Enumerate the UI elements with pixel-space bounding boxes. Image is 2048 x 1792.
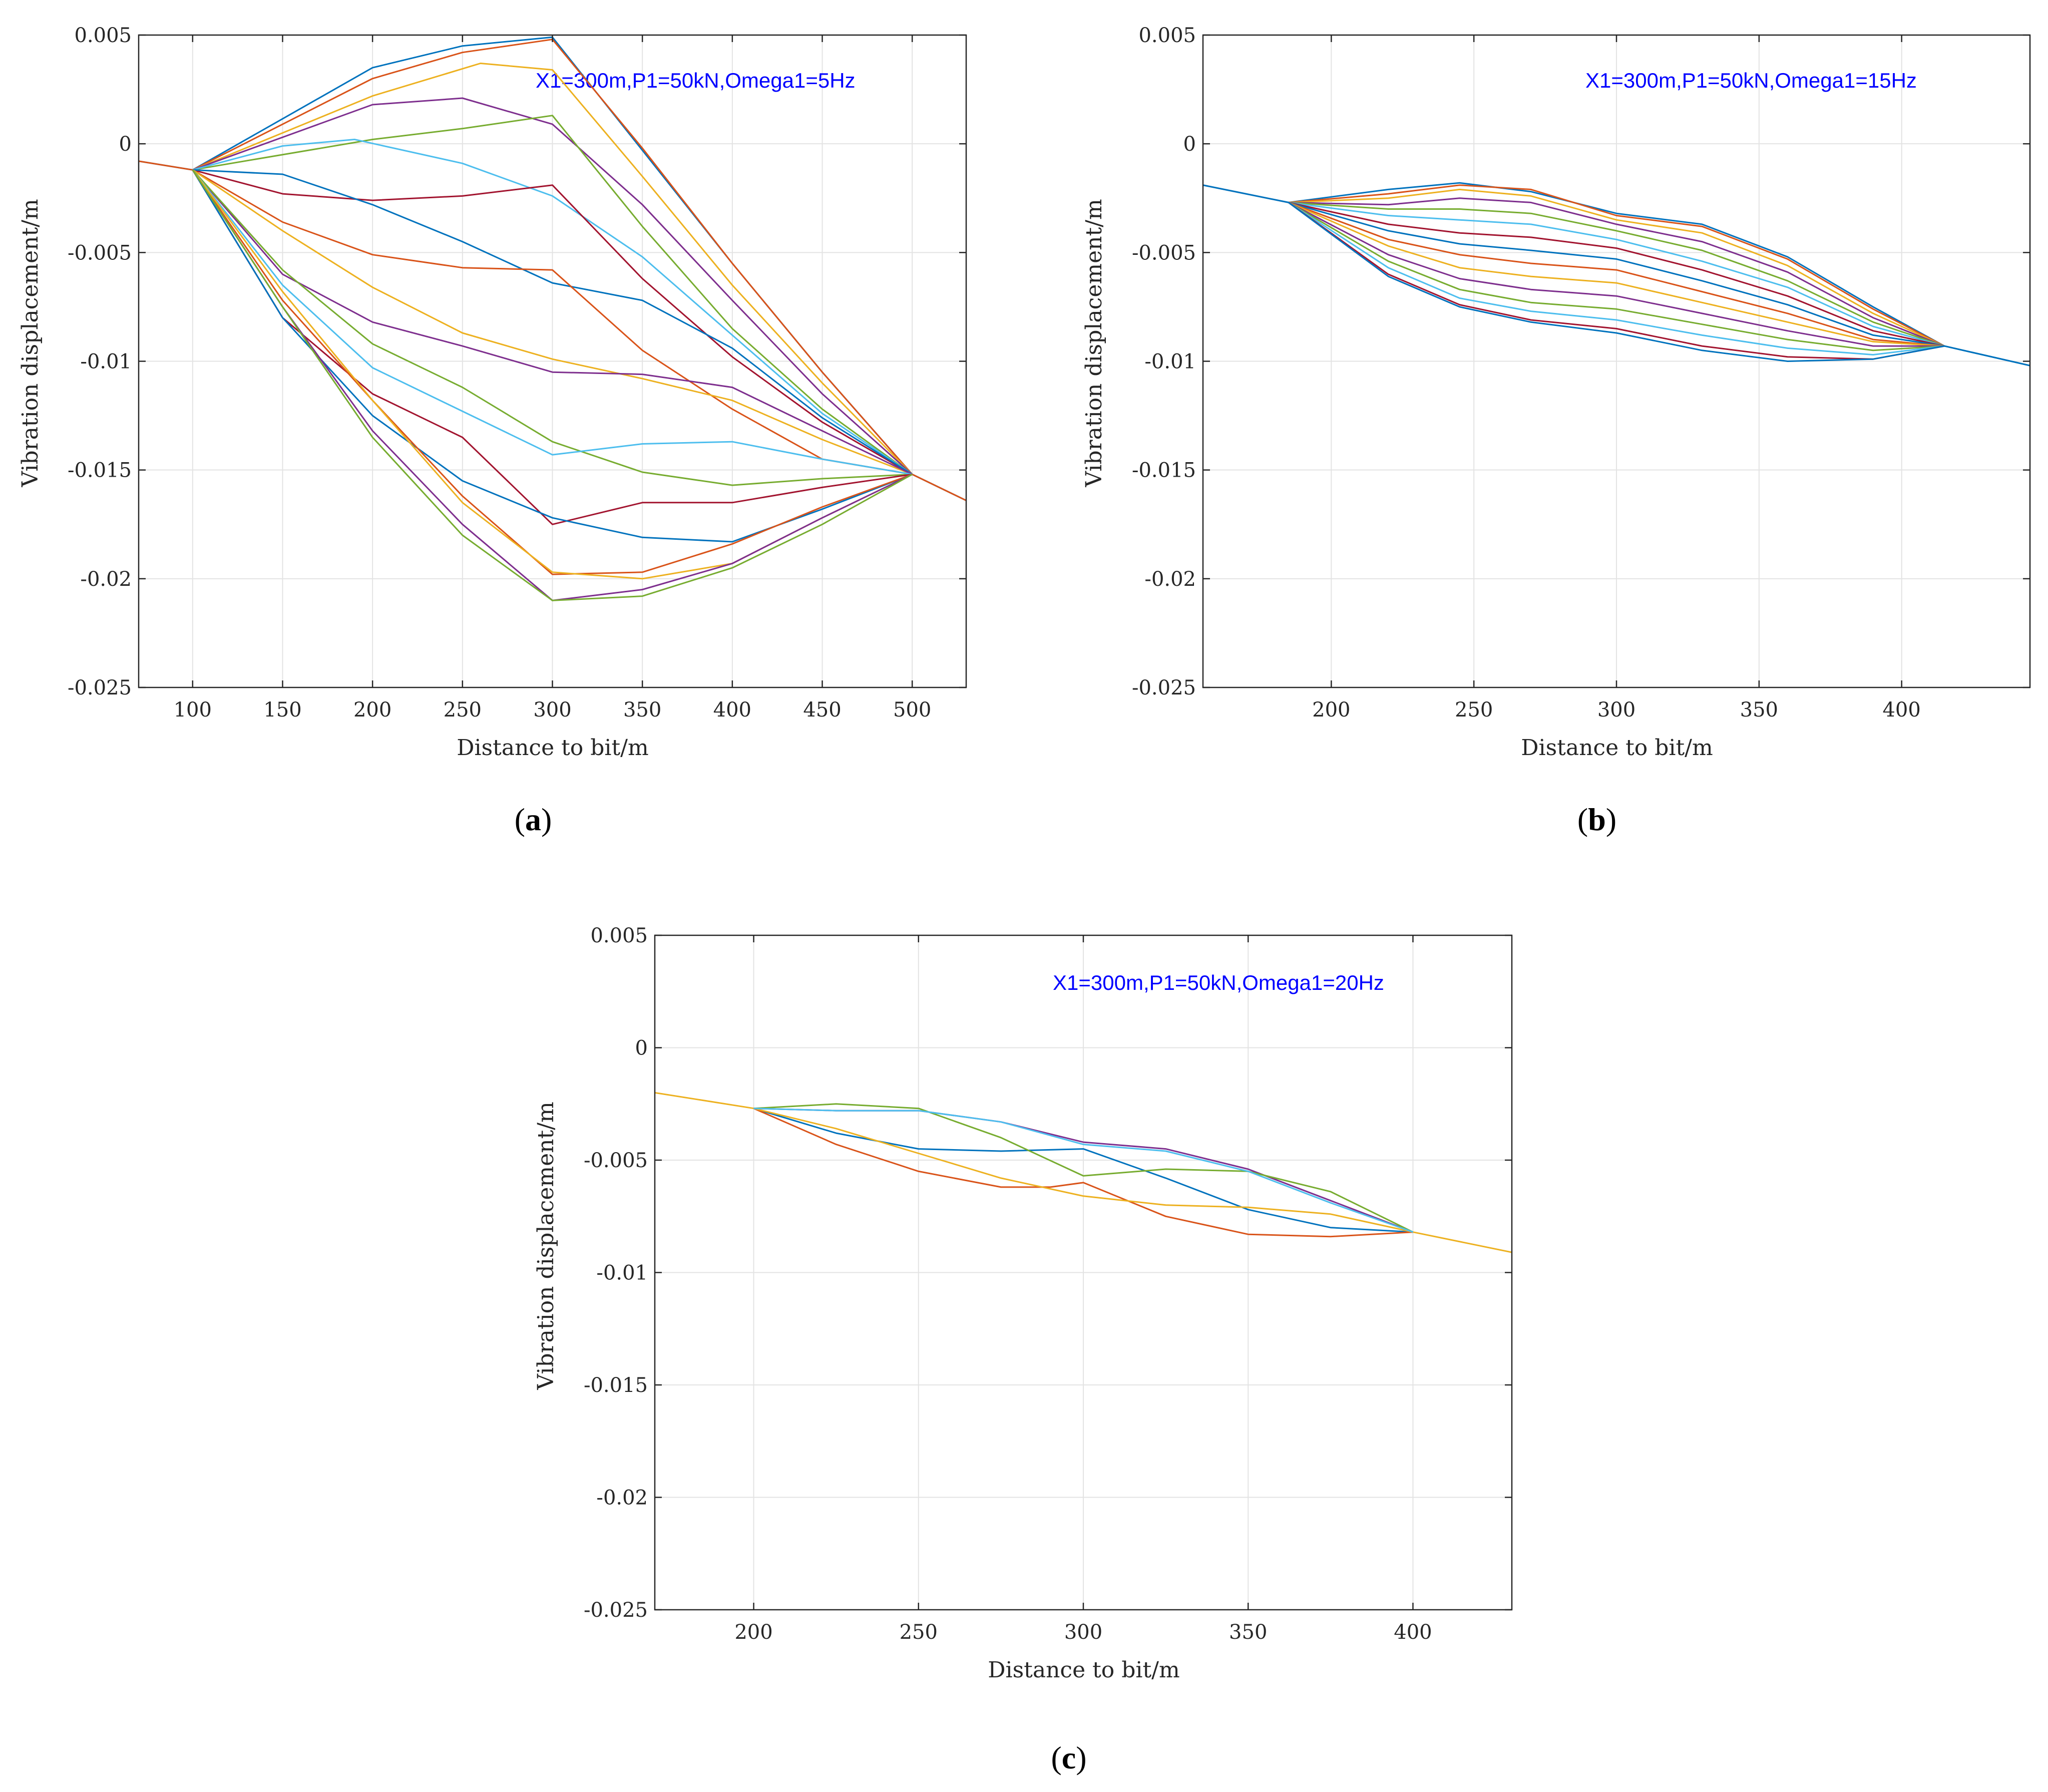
series-line-s9 — [192, 169, 913, 475]
series-line-t4 — [1288, 197, 1945, 347]
y-tick-label: 0 — [635, 1037, 648, 1060]
series-line-t9 — [1288, 201, 1945, 347]
x-tick-label: 450 — [803, 698, 841, 722]
chart-c-xlabel: Distance to bit/m — [988, 1657, 1179, 1683]
chart-c-panel-label: (c) — [1051, 1740, 1086, 1775]
series-line-u5 — [753, 1103, 1414, 1233]
series-line-s6 — [192, 139, 913, 475]
y-tick-label: -0.01 — [80, 350, 132, 374]
y-tick-label: 0.005 — [74, 24, 132, 47]
series-line-s11 — [192, 169, 913, 475]
chart-a-panel-label: (a) — [515, 802, 552, 837]
x-tick-label: 250 — [900, 1621, 938, 1644]
y-tick-label: -0.01 — [1144, 350, 1196, 374]
x-tick-label: 250 — [1455, 698, 1493, 722]
y-tick-label: -0.02 — [1144, 568, 1196, 591]
series-line-t3 — [1288, 188, 1945, 347]
y-tick-label: -0.02 — [80, 568, 132, 591]
chart-b-ylabel: Vibration displacement/m — [1081, 199, 1107, 487]
series-line-t14 — [1288, 202, 1945, 360]
x-tick-label: 300 — [1597, 698, 1635, 722]
series-line-u3 — [655, 1092, 1512, 1253]
x-tick-label: 400 — [1882, 698, 1920, 722]
x-tick-label: 350 — [1740, 698, 1778, 722]
chart-a-grid — [139, 35, 966, 688]
x-tick-label: 150 — [263, 698, 301, 722]
x-tick-label: 400 — [713, 698, 751, 722]
x-tick-label: 400 — [1394, 1621, 1432, 1644]
series-line-s16 — [192, 169, 913, 575]
x-tick-label: 350 — [1229, 1621, 1267, 1644]
series-line-t6 — [1288, 201, 1945, 347]
y-tick-label: -0.015 — [584, 1374, 648, 1397]
series-line-s7 — [192, 169, 913, 475]
series-line-s8 — [192, 169, 913, 475]
x-tick-label: 300 — [533, 698, 571, 722]
series-line-s12 — [192, 169, 913, 486]
chart-b-annotation: X1=300m,P1=50kN,Omega1=15Hz — [1585, 69, 1917, 92]
series-line-t12 — [1288, 202, 1945, 351]
chart-b-xlabel: Distance to bit/m — [1521, 735, 1713, 761]
series-line-t7 — [1288, 201, 1945, 347]
series-line-u2 — [753, 1108, 1413, 1238]
series-line-t11 — [1288, 202, 1945, 347]
y-tick-label: -0.025 — [1132, 676, 1196, 699]
chart-a: X1=300m,P1=50kN,Omega1=5Hz Distance to b… — [18, 24, 967, 837]
y-tick-label: -0.015 — [68, 459, 132, 482]
chart-c-ylabel: Vibration displacement/m — [533, 1102, 559, 1390]
chart-a-series — [139, 36, 966, 601]
series-line-t15 — [1203, 184, 2030, 367]
x-tick-label: 350 — [623, 698, 661, 722]
series-line-s3 — [192, 63, 913, 475]
chart-a-xlabel: Distance to bit/m — [457, 735, 648, 761]
series-line-t2 — [1288, 184, 1945, 347]
chart-b: X1=300m,P1=50kN,Omega1=15Hz Distance to … — [1081, 24, 2031, 837]
series-line-u1 — [753, 1108, 1413, 1233]
chart-b-grid — [1203, 35, 2030, 688]
chart-c: X1=300m,P1=50kN,Omega1=20Hz Distance to … — [533, 924, 1513, 1775]
series-line-s10 — [192, 169, 913, 475]
y-tick-label: -0.01 — [596, 1262, 648, 1285]
chart-a-ylabel: Vibration displacement/m — [18, 199, 43, 487]
y-tick-label: -0.005 — [68, 241, 132, 264]
y-tick-label: 0 — [119, 133, 132, 156]
series-line-u6 — [753, 1108, 1414, 1233]
y-tick-label: -0.015 — [1132, 459, 1196, 482]
series-line-s14 — [192, 169, 913, 525]
series-line-t10 — [1288, 202, 1945, 347]
chart-b-panel-label: (b) — [1577, 802, 1616, 837]
series-line-t1 — [1203, 182, 2030, 367]
y-tick-label: -0.005 — [1132, 241, 1196, 264]
x-tick-label: 300 — [1064, 1621, 1102, 1644]
chart-c-grid — [655, 935, 1512, 1610]
y-tick-label: 0.005 — [590, 924, 648, 947]
x-tick-label: 250 — [444, 698, 482, 722]
y-tick-label: -0.025 — [68, 676, 132, 699]
chart-c-annotation: X1=300m,P1=50kN,Omega1=20Hz — [1053, 971, 1384, 994]
series-line-s19 — [192, 169, 913, 601]
x-tick-label: 200 — [734, 1621, 772, 1644]
x-tick-label: 200 — [353, 698, 391, 722]
series-line-s13 — [192, 169, 913, 475]
series-line-s5 — [192, 115, 913, 475]
chart-c-series — [655, 1092, 1512, 1253]
y-tick-label: 0.005 — [1138, 24, 1196, 47]
y-tick-label: -0.005 — [584, 1149, 648, 1172]
y-tick-label: 0 — [1183, 133, 1196, 156]
y-tick-label: -0.025 — [584, 1599, 648, 1622]
chart-a-annotation: X1=300m,P1=50kN,Omega1=5Hz — [536, 69, 856, 92]
x-tick-label: 200 — [1312, 698, 1350, 722]
chart-b-series — [1203, 182, 2030, 367]
series-line-t13 — [1288, 202, 1945, 355]
series-line-t5 — [1288, 201, 1945, 347]
series-line-s2 — [139, 39, 966, 501]
y-tick-label: -0.02 — [596, 1487, 648, 1510]
x-tick-label: 100 — [174, 698, 212, 722]
x-tick-label: 500 — [893, 698, 931, 722]
series-line-t8 — [1288, 201, 1945, 347]
series-line-s4 — [192, 97, 913, 475]
